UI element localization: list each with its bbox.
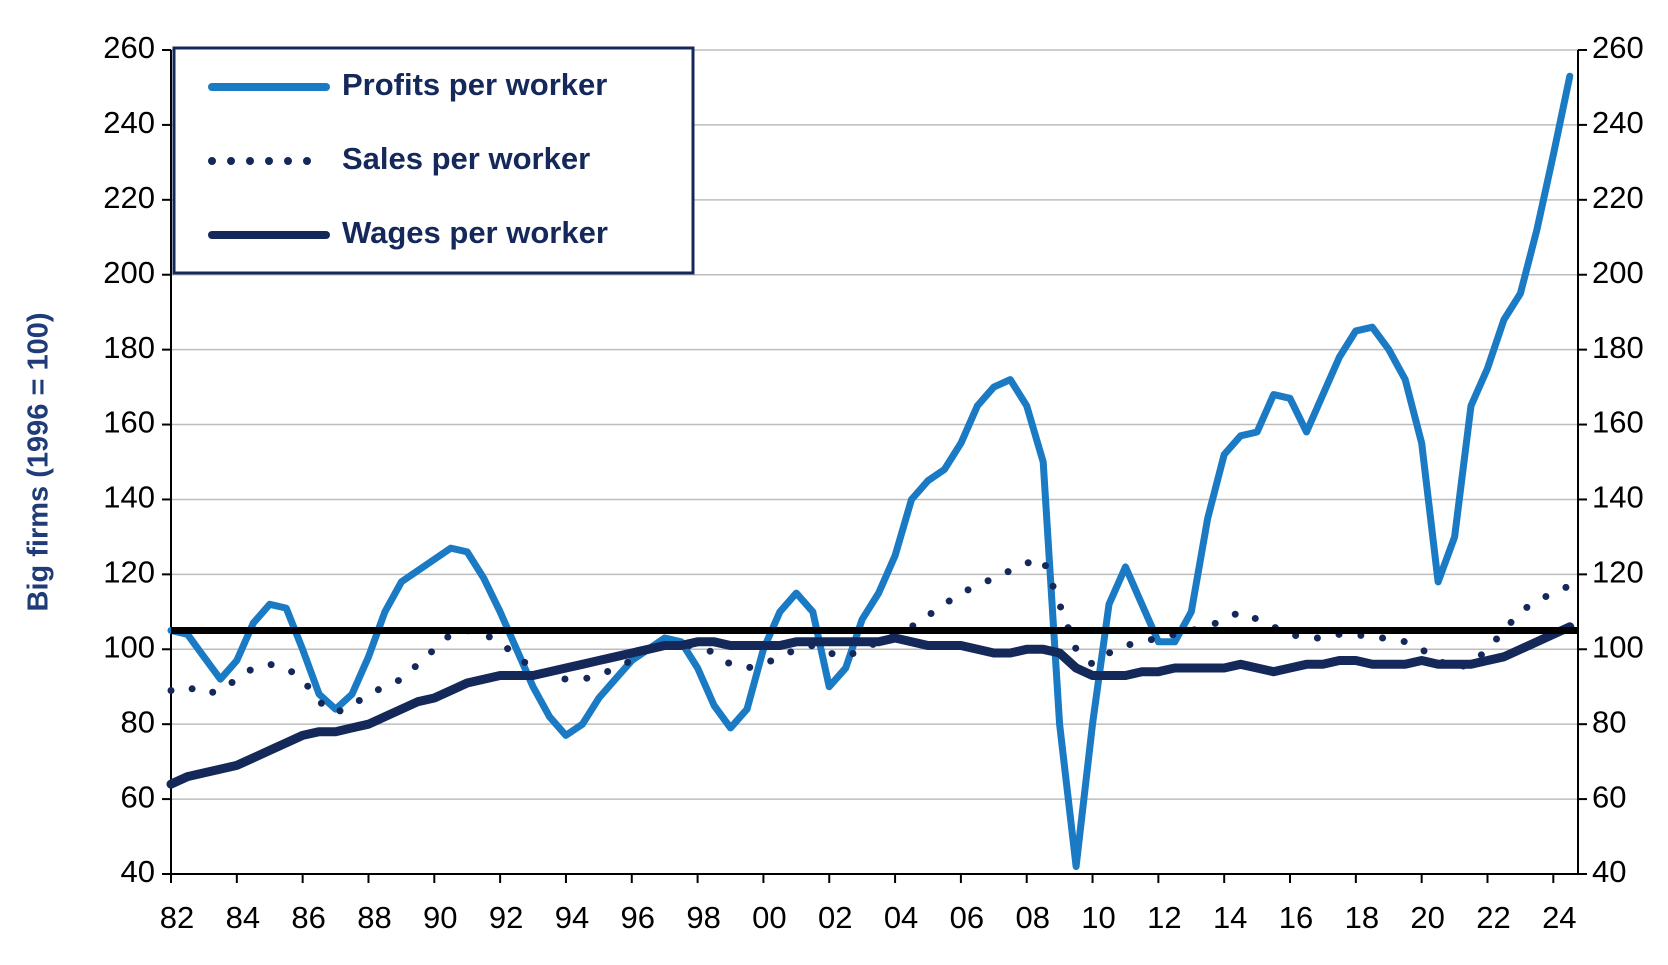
y2-tick-label: 140 — [1592, 480, 1644, 515]
x-tick-label: 90 — [423, 900, 457, 935]
y-tick-label: 260 — [103, 30, 155, 65]
y2-tick-label: 180 — [1592, 330, 1644, 365]
legend-label: Wages per worker — [342, 215, 608, 250]
x-tick-label: 82 — [160, 900, 194, 935]
x-tick-label: 00 — [752, 900, 786, 935]
x-tick-label: 10 — [1081, 900, 1115, 935]
legend-label: Profits per worker — [342, 67, 607, 102]
y-tick-label: 220 — [103, 180, 155, 215]
legend-label: Sales per worker — [342, 141, 590, 176]
x-tick-label: 08 — [1015, 900, 1049, 935]
x-tick-label: 92 — [489, 900, 523, 935]
x-tick-label: 18 — [1345, 900, 1379, 935]
x-tick-label: 98 — [686, 900, 720, 935]
x-tick-label: 24 — [1542, 900, 1576, 935]
x-tick-label: 06 — [950, 900, 984, 935]
x-tick-label: 94 — [555, 900, 589, 935]
y-tick-label: 160 — [103, 405, 155, 440]
y-axis-label: Big firms (1996 = 100) — [23, 312, 55, 611]
series-line — [167, 555, 1574, 717]
y-tick-label: 100 — [103, 629, 155, 664]
x-tick-label: 22 — [1476, 900, 1510, 935]
y2-tick-label: 120 — [1592, 555, 1644, 590]
x-tick-label: 02 — [818, 900, 852, 935]
y-tick-label: 60 — [121, 779, 155, 814]
x-tick-label: 84 — [226, 900, 260, 935]
y2-tick-label: 200 — [1592, 255, 1644, 290]
x-tick-label: 16 — [1279, 900, 1313, 935]
y-tick-label: 180 — [103, 330, 155, 365]
y-tick-label: 80 — [121, 704, 155, 739]
y-tick-label: 120 — [103, 555, 155, 590]
y2-tick-label: 240 — [1592, 105, 1644, 140]
x-tick-label: 20 — [1410, 900, 1444, 935]
y2-tick-label: 60 — [1592, 779, 1626, 814]
y-tick-label: 40 — [121, 854, 155, 889]
y2-tick-label: 80 — [1592, 704, 1626, 739]
y-tick-label: 140 — [103, 480, 155, 515]
series-line — [166, 622, 1575, 789]
x-tick-label: 12 — [1147, 900, 1181, 935]
y2-tick-label: 40 — [1592, 854, 1626, 889]
series-line — [167, 72, 1574, 870]
x-tick-label: 86 — [291, 900, 325, 935]
y2-tick-label: 260 — [1592, 30, 1644, 65]
y-tick-label: 240 — [103, 105, 155, 140]
y-tick-label: 200 — [103, 255, 155, 290]
y2-tick-label: 220 — [1592, 180, 1644, 215]
y2-tick-label: 100 — [1592, 629, 1644, 664]
x-tick-label: 04 — [884, 900, 918, 935]
x-tick-label: 14 — [1213, 900, 1247, 935]
x-tick-label: 96 — [621, 900, 655, 935]
x-tick-label: 88 — [357, 900, 391, 935]
y2-tick-label: 160 — [1592, 405, 1644, 440]
